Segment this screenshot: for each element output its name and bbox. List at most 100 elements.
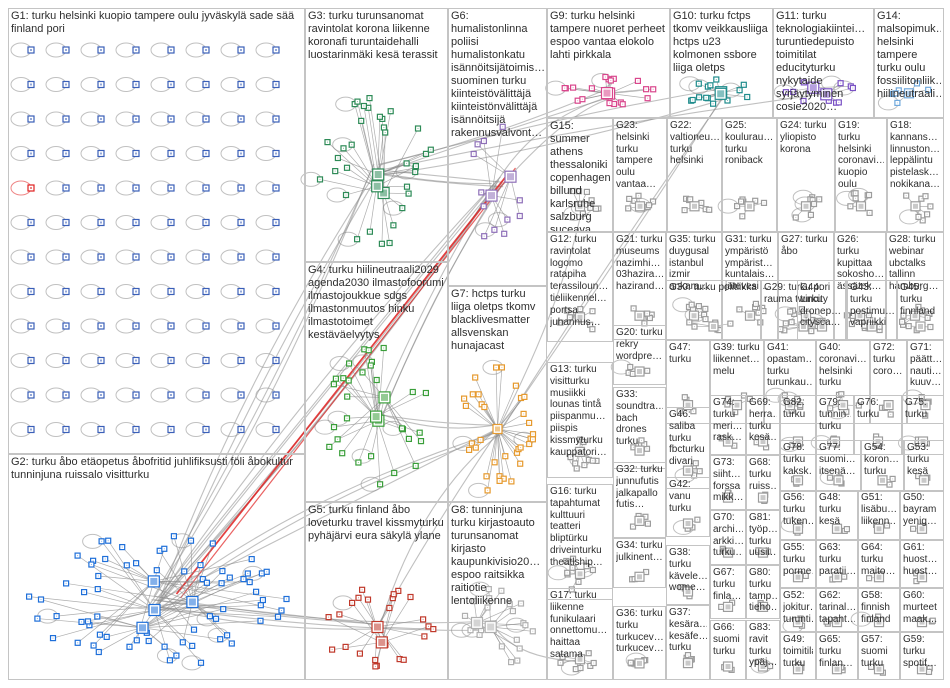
node-fill	[229, 577, 231, 579]
edge	[153, 558, 252, 582]
node-fill	[275, 394, 277, 396]
node-fill	[205, 428, 207, 431]
node-fill	[524, 624, 526, 626]
edge	[142, 627, 221, 640]
edge	[335, 378, 377, 417]
edge	[497, 428, 534, 435]
node-fill	[156, 569, 158, 571]
edge	[40, 599, 143, 629]
group-box-g53: G53: turku kesä	[904, 440, 944, 492]
group-box-g2: G2: turku åbo etäopetus åbofritid juhlif…	[8, 454, 305, 680]
node-fill	[528, 422, 530, 424]
edge	[465, 405, 498, 430]
edge	[497, 428, 521, 464]
group-box-g7: G7: hctps turku liiga oletps tkomv black…	[448, 286, 547, 502]
group-box-g48: G48: turku kesä	[816, 490, 858, 540]
hub-node-fill	[372, 413, 380, 421]
node-fill	[417, 128, 419, 129]
hub-node-fill	[374, 623, 381, 631]
hub-node-fill	[381, 393, 388, 401]
node-fill	[879, 326, 881, 328]
group-label: G11: turku teknologiakiintei… turuntiede…	[776, 10, 866, 113]
group-label: G64: turku maito…	[861, 542, 896, 577]
node-fill	[341, 452, 343, 454]
node-fill	[868, 194, 870, 196]
node-fill	[30, 325, 32, 327]
node-fill	[342, 377, 344, 379]
node-fill	[503, 478, 505, 480]
group-label: G83: ravit turku ypäj…	[749, 622, 777, 669]
group-box-g25: G25: koulurau… turku roniback	[722, 118, 777, 232]
group-label: G23: helsinki turku tampere oulu vantaa…	[616, 120, 657, 190]
node-fill	[401, 207, 403, 209]
node-fill	[470, 629, 471, 631]
group-box-g16: G16: turku tapahtumat kulttuuri teatteri…	[547, 484, 613, 600]
node-fill	[100, 428, 102, 431]
edge	[154, 609, 202, 664]
node-fill	[376, 379, 378, 381]
group-box-g81: G81: työp… turku uusii…	[746, 510, 780, 565]
node-fill	[200, 564, 201, 566]
node-fill	[761, 307, 763, 309]
node-fill	[646, 448, 648, 450]
node-fill	[425, 153, 427, 155]
group-label: G69: herra… turku kesä…	[749, 397, 777, 444]
node-fill	[698, 305, 700, 307]
group-label: G74: turku meri… rask…	[713, 397, 743, 444]
node-fill	[646, 370, 648, 372]
node-fill	[170, 359, 172, 362]
node-fill	[100, 394, 102, 396]
node-fill	[240, 118, 242, 120]
node-fill	[231, 643, 233, 644]
highlight-edge	[175, 171, 511, 595]
edge	[495, 367, 498, 430]
node-fill	[52, 637, 54, 639]
node-fill	[898, 89, 900, 91]
node-fill	[901, 321, 903, 323]
node-fill	[684, 396, 686, 398]
node-fill	[463, 398, 465, 400]
group-box-g55: G55: turku porme…	[780, 540, 816, 588]
node-fill	[810, 214, 812, 216]
node-fill	[763, 202, 765, 204]
group-box-g24: G24: turku yliopisto korona	[777, 118, 835, 232]
node-fill	[399, 658, 401, 660]
node-fill	[646, 313, 648, 315]
node-fill	[260, 620, 261, 622]
edge	[29, 596, 155, 611]
node-fill	[632, 373, 634, 375]
edge	[66, 583, 193, 603]
edge	[341, 397, 385, 454]
group-label: G63: turku paratii…	[819, 542, 855, 577]
node-fill	[516, 660, 518, 662]
node-fill	[30, 428, 32, 431]
hub-node-fill	[373, 182, 381, 190]
edge	[337, 420, 379, 440]
hub-node-fill	[858, 203, 864, 209]
node-fill	[170, 256, 172, 258]
node-fill	[591, 87, 593, 89]
node-fill	[743, 84, 745, 86]
group-label: G77: suomi… itsenä…	[819, 442, 856, 477]
node-fill	[30, 152, 32, 155]
node-fill	[369, 231, 371, 233]
group-label: G4: turku hiilineutraali2029 agenda2030 …	[308, 264, 444, 341]
node-fill	[855, 197, 857, 199]
node-fill	[362, 371, 363, 373]
node-fill	[100, 83, 102, 86]
inter-group-edge	[382, 174, 504, 188]
inter-group-edge	[155, 431, 498, 606]
edge	[483, 176, 511, 237]
hub-node-fill	[691, 313, 697, 319]
group-label: G48: turku kesä	[819, 492, 842, 527]
node-fill	[851, 323, 853, 325]
edge	[497, 428, 505, 479]
group-label: G25: koulurau… turku roniback	[725, 120, 774, 167]
node-fill	[170, 83, 172, 86]
node-fill	[408, 193, 410, 195]
node-fill	[410, 596, 411, 598]
node-fill	[286, 598, 287, 600]
hub-node-fill	[912, 313, 918, 319]
node-fill	[920, 198, 922, 200]
edge	[190, 540, 193, 603]
